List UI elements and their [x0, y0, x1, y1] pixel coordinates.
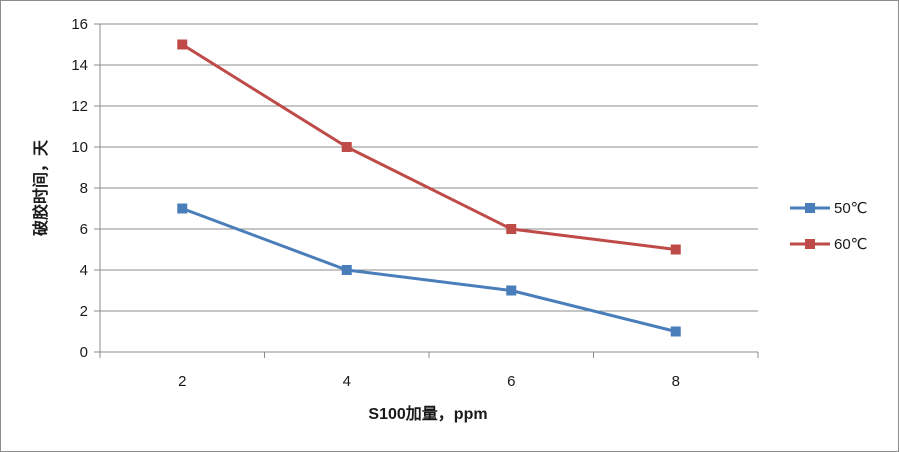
- series-line-1: [181, 207, 677, 333]
- data-point: [177, 203, 188, 214]
- series-line-2: [181, 43, 676, 251]
- data-point: [670, 244, 681, 255]
- y-tick-label: 14: [71, 57, 88, 74]
- y-tick-labels: 0 2 4 6 8 10 12 14 16: [71, 16, 88, 361]
- series-group: [177, 39, 681, 337]
- y-axis-title: 破胶时间，天: [31, 139, 50, 236]
- y-tick-label: 0: [80, 344, 88, 361]
- legend-marker: [805, 203, 815, 213]
- y-tick-label: 2: [80, 303, 88, 320]
- y-tick-label: 10: [71, 139, 88, 156]
- legend-label: 60℃: [834, 236, 868, 253]
- x-tick-label: 2: [178, 373, 186, 390]
- x-tick-label: 8: [672, 373, 680, 390]
- legend-marker: [805, 239, 815, 249]
- legend-label: 50℃: [834, 200, 868, 217]
- data-point: [177, 39, 188, 50]
- gridlines: [100, 23, 758, 312]
- x-axis-title: S100加量，ppm: [368, 405, 487, 423]
- y-tick-label: 12: [71, 98, 88, 115]
- legend: 50℃ 60℃: [790, 200, 868, 253]
- data-point: [670, 326, 681, 337]
- x-tick-label: 6: [507, 373, 515, 390]
- x-tick-label: 4: [343, 373, 351, 390]
- y-tick-label: 8: [80, 180, 88, 197]
- data-point: [341, 265, 352, 275]
- y-tick-label: 6: [80, 221, 88, 238]
- y-tick-label: 4: [80, 262, 88, 279]
- y-tick-label: 16: [71, 16, 88, 33]
- x-tick-labels: 2 4 6 8: [178, 373, 680, 390]
- data-point: [506, 224, 517, 234]
- data-point: [506, 285, 517, 296]
- axes: [94, 23, 759, 358]
- data-point: [341, 142, 352, 152]
